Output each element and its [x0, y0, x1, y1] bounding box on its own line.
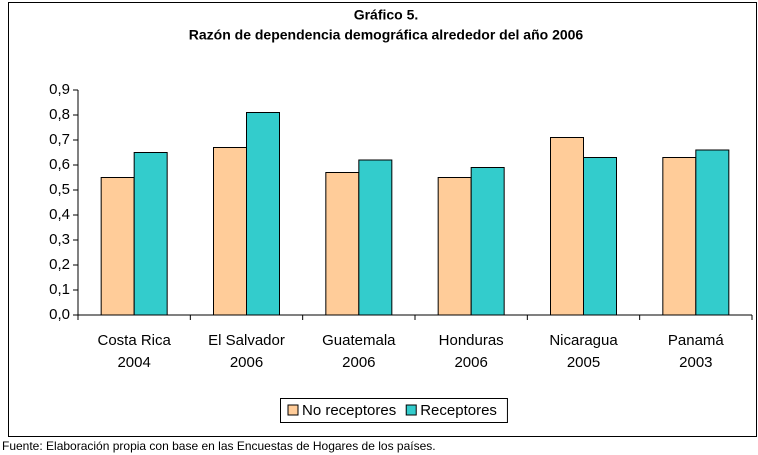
- bar: [325, 172, 360, 316]
- x-tick-label: 2004: [117, 354, 150, 371]
- y-tick-label: 0,3: [49, 231, 70, 248]
- bar: [583, 157, 617, 316]
- legend-swatch: [405, 404, 417, 416]
- x-tick-label: 2005: [567, 354, 600, 371]
- bar: [213, 147, 247, 316]
- legend-box: [280, 398, 508, 423]
- legend-label: Receptores: [420, 402, 497, 419]
- chart-title: Razón de dependencia demográfica alreded…: [189, 27, 584, 43]
- y-tick-label: 0,1: [49, 281, 70, 298]
- x-tick-label: 2006: [454, 354, 487, 371]
- bar: [695, 149, 730, 316]
- x-tick-label: Nicaragua: [549, 332, 618, 349]
- x-tick-label: 2003: [679, 354, 712, 371]
- bar: [358, 159, 393, 316]
- x-tick-label: El Salvador: [208, 332, 285, 349]
- source-note: Fuente: Elaboración propia con base en l…: [2, 439, 436, 453]
- bar: [470, 167, 505, 316]
- y-tick-label: 0,6: [49, 156, 70, 173]
- y-tick-label: 0,0: [49, 306, 70, 323]
- y-tick-label: 0,9: [49, 81, 70, 98]
- bar: [437, 177, 472, 316]
- x-tick-label: Honduras: [439, 332, 504, 349]
- y-tick-label: 0,5: [49, 181, 70, 198]
- y-tick-label: 0,7: [49, 131, 70, 148]
- bar: [662, 157, 697, 316]
- bar: [550, 137, 584, 316]
- legend-label: No receptores: [302, 402, 396, 419]
- bar: [133, 152, 168, 316]
- y-tick-label: 0,2: [49, 256, 70, 273]
- x-tick-label: Costa Rica: [97, 332, 171, 349]
- y-tick-label: 0,4: [49, 206, 70, 223]
- x-tick-label: 2006: [342, 354, 375, 371]
- x-tick-label: Guatemala: [322, 332, 396, 349]
- legend-swatch: [287, 404, 299, 416]
- x-tick-label: 2006: [230, 354, 263, 371]
- bar: [246, 112, 280, 316]
- x-tick-label: Panamá: [668, 332, 725, 349]
- chart-title: Gráfico 5.: [354, 7, 419, 23]
- bar: [100, 177, 135, 316]
- y-tick-label: 0,8: [49, 106, 70, 123]
